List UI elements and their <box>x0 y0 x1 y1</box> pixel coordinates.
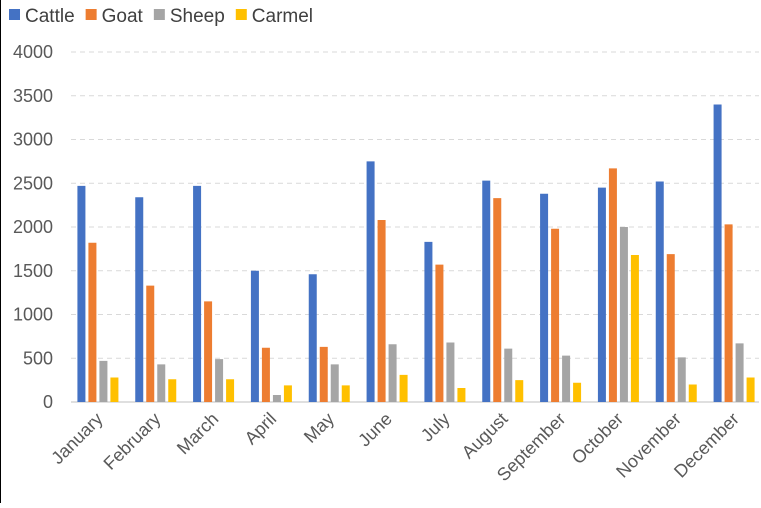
legend-label-sheep: Sheep <box>170 6 225 27</box>
legend-label-cattle: Cattle <box>25 6 75 27</box>
bar-carmel-may <box>341 385 350 402</box>
bar-sheep-july <box>446 342 455 402</box>
y-tick-label-500: 500 <box>23 348 53 368</box>
bar-cattle-february <box>135 197 144 402</box>
bar-goat-june <box>377 220 386 402</box>
x-tick-label-july: July <box>417 409 454 446</box>
bar-cattle-april <box>250 270 259 402</box>
legend: Cattle Goat Sheep Carmel <box>9 6 313 27</box>
y-tick-label-2000: 2000 <box>13 217 53 237</box>
bar-carmel-july <box>457 388 466 402</box>
y-tick-label-2500: 2500 <box>13 173 53 193</box>
x-tick-label-may: May <box>300 409 338 447</box>
legend-label-carmel: Carmel <box>252 6 313 27</box>
bar-carmel-march <box>226 379 235 402</box>
bar-sheep-december <box>735 343 744 402</box>
bar-cattle-november <box>655 181 664 402</box>
bar-goat-april <box>261 347 270 402</box>
x-tick-label-january: January <box>47 409 106 468</box>
bar-cattle-october <box>597 187 606 402</box>
y-tick-label-0: 0 <box>43 392 53 412</box>
bar-carmel-june <box>399 374 408 402</box>
bar-carmel-september <box>573 382 582 402</box>
bar-carmel-april <box>283 385 292 402</box>
bar-goat-october <box>608 168 617 402</box>
x-tick-label-february: February <box>100 409 165 474</box>
legend-swatch-goat <box>85 9 97 20</box>
bar-carmel-august <box>515 380 524 402</box>
bar-cattle-may <box>308 274 317 402</box>
y-tick-label-3000: 3000 <box>13 130 53 150</box>
bar-goat-december <box>724 224 733 402</box>
bar-sheep-june <box>388 344 397 402</box>
bar-goat-november <box>666 254 675 402</box>
y-tick-label-3500: 3500 <box>13 86 53 106</box>
y-axis: 0 500 1000 1500 2000 2500 3000 3500 4000 <box>13 42 759 412</box>
bar-carmel-february <box>168 379 177 402</box>
bar-sheep-october <box>619 227 628 402</box>
bar-sheep-april <box>272 395 281 402</box>
y-tick-label-1000: 1000 <box>13 305 53 325</box>
bar-carmel-october <box>630 255 639 402</box>
x-tick-label-april: April <box>241 409 281 449</box>
legend-swatch-carmel <box>235 9 247 20</box>
legend-label-goat: Goat <box>102 6 144 27</box>
bar-cattle-march <box>193 185 202 402</box>
bar-goat-january <box>88 242 97 402</box>
bar-sheep-november <box>677 357 686 402</box>
x-tick-label-march: March <box>173 409 223 459</box>
bar-sheep-may <box>330 364 339 402</box>
bar-cattle-july <box>424 241 433 402</box>
gridlines <box>71 51 759 359</box>
bar-goat-september <box>551 228 560 402</box>
x-tick-label-june: June <box>354 409 396 451</box>
y-tick-label-1500: 1500 <box>13 261 53 281</box>
bars <box>77 104 755 402</box>
y-tick-label-4000: 4000 <box>13 42 53 62</box>
x-tick-label-august: August <box>458 409 512 463</box>
bar-carmel-december <box>746 377 755 402</box>
bar-cattle-august <box>482 180 491 402</box>
bar-cattle-december <box>713 104 722 402</box>
bar-cattle-september <box>540 193 549 402</box>
bar-sheep-september <box>562 355 571 402</box>
x-tick-label-october: October <box>568 409 627 468</box>
bar-cattle-january <box>77 185 86 402</box>
bar-carmel-november <box>688 384 697 402</box>
legend-swatch-sheep <box>153 9 165 20</box>
bar-goat-may <box>319 346 328 402</box>
bar-sheep-august <box>504 348 513 402</box>
legend-swatch-cattle <box>9 9 20 20</box>
bar-cattle-june <box>366 161 375 402</box>
bar-goat-august <box>493 198 502 402</box>
bar-sheep-february <box>157 364 166 402</box>
bar-sheep-january <box>99 360 108 402</box>
bar-carmel-january <box>110 377 119 402</box>
bar-sheep-march <box>215 359 224 402</box>
bar-goat-july <box>435 264 444 402</box>
bar-goat-february <box>146 285 155 402</box>
bar-goat-march <box>204 301 213 402</box>
